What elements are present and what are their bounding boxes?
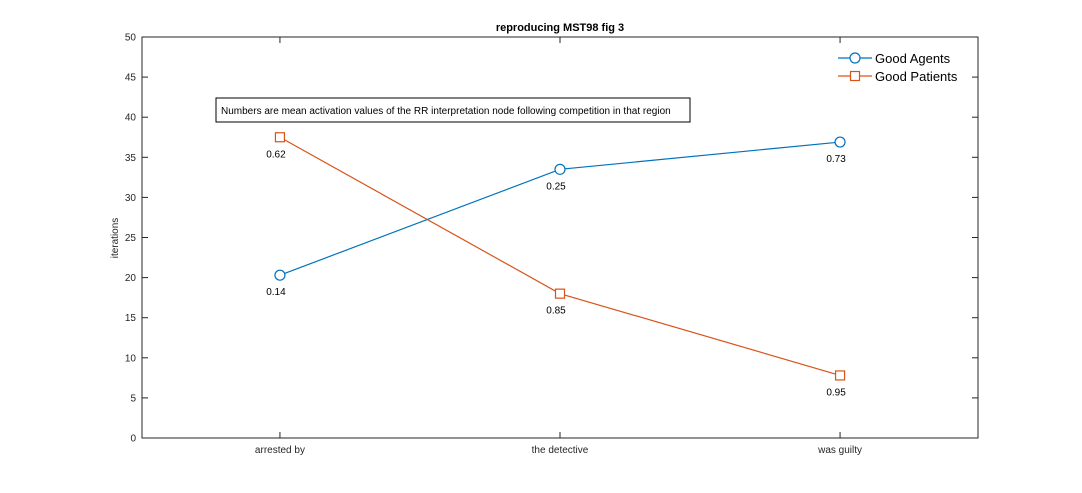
plot-area — [141, 36, 979, 439]
y-tick-label: 50 — [125, 33, 137, 44]
legend-item: Good Patients — [838, 69, 958, 84]
y-tick-label: 10 — [125, 353, 137, 364]
x-tick-label: was guilty — [817, 445, 862, 456]
data-label: 0.25 — [546, 181, 566, 192]
y-tick-label: 15 — [125, 313, 137, 324]
series-good-agents: 0.14 0.25 0.73 — [266, 136, 846, 298]
y-axis-label: iterations — [110, 218, 121, 259]
y-tick-label: 30 — [125, 193, 137, 204]
x-tick-label: arrested by — [255, 445, 305, 456]
data-label: 0.85 — [546, 306, 566, 317]
x-tick-label: the detective — [532, 445, 589, 456]
y-axis: 0 5 10 15 20 25 30 35 40 45 50 — [125, 33, 978, 445]
data-label: 0.14 — [266, 287, 286, 298]
y-tick-label: 5 — [130, 393, 136, 404]
data-label: 0.95 — [826, 387, 846, 398]
data-point — [554, 163, 566, 175]
y-tick-label: 20 — [125, 273, 137, 284]
annotation-border — [215, 97, 691, 123]
legend-marker — [849, 70, 861, 82]
data-point — [554, 288, 566, 299]
y-tick-label: 45 — [125, 73, 137, 84]
series-good-patients: 0.62 0.85 0.95 — [266, 132, 846, 398]
legend: Good Agents Good Patients — [838, 51, 958, 84]
legend-label: Good Agents — [875, 51, 951, 66]
y-tick-label: 35 — [125, 153, 137, 164]
y-tick-label: 0 — [130, 434, 136, 445]
annotation-text: Numbers are mean activation values of th… — [221, 106, 671, 117]
legend-marker — [849, 52, 861, 64]
data-point — [834, 136, 846, 148]
data-point — [274, 269, 286, 281]
data-label: 0.73 — [826, 154, 846, 165]
legend-item: Good Agents — [838, 51, 951, 66]
y-tick-label: 40 — [125, 113, 137, 124]
y-tick-label: 25 — [125, 233, 137, 244]
data-point — [834, 370, 846, 381]
series-layer: 0.14 0.25 0.73 0.62 0.85 0.95 — [266, 132, 846, 398]
data-label: 0.62 — [266, 149, 286, 160]
x-axis: arrested by the detective was guilty — [255, 37, 862, 456]
chart-title: reproducing MST98 fig 3 — [496, 22, 624, 34]
annotation-box: Numbers are mean activation values of th… — [215, 97, 691, 123]
legend-label: Good Patients — [875, 69, 958, 84]
data-point — [274, 132, 286, 143]
